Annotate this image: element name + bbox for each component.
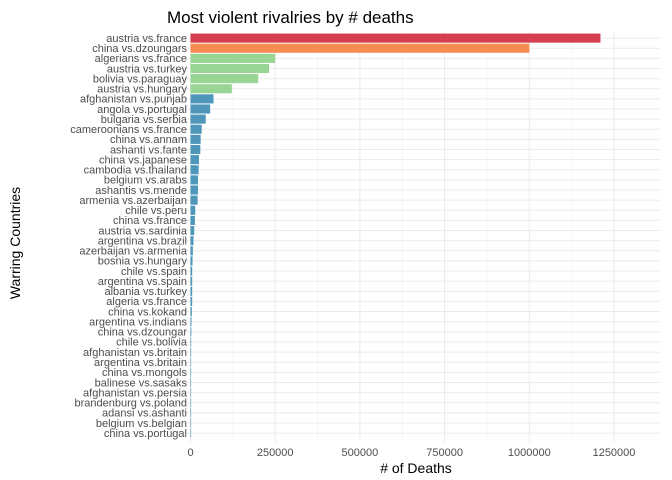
bar bbox=[190, 225, 195, 236]
y-tick-label: china vs.japanese bbox=[99, 154, 187, 166]
bar bbox=[190, 124, 202, 134]
y-tick-label: albania vs.turkey bbox=[104, 286, 187, 298]
y-tick-label: balinese vs.sasaks bbox=[95, 377, 188, 389]
y-tick-label: argentina vs.brazil bbox=[98, 235, 187, 247]
y-tick-label: azerbaijan vs.armenia bbox=[79, 246, 187, 258]
bar bbox=[190, 418, 192, 428]
bar bbox=[190, 236, 194, 246]
y-tick-label: china vs.france bbox=[113, 215, 187, 227]
bar bbox=[190, 94, 214, 104]
bar bbox=[190, 357, 192, 367]
x-tick-label: 1250000 bbox=[593, 447, 636, 459]
y-tick-label: belgium vs.arabs bbox=[104, 175, 188, 187]
y-tick-label: armenia vs.azerbaijan bbox=[79, 195, 187, 207]
bar bbox=[190, 327, 192, 337]
bar bbox=[190, 74, 259, 84]
y-tick-label: brandenburg vs.poland bbox=[74, 398, 187, 410]
y-tick-label: algeria vs.france bbox=[106, 296, 187, 308]
bar bbox=[190, 33, 601, 43]
x-tick-label: 1000000 bbox=[508, 447, 551, 459]
x-tick-label: 250000 bbox=[257, 447, 294, 459]
bar bbox=[190, 377, 192, 388]
bar bbox=[190, 215, 195, 225]
bar bbox=[190, 256, 193, 266]
bar bbox=[190, 408, 192, 418]
bar bbox=[190, 317, 192, 327]
y-tick-label: ashantis vs.mende bbox=[95, 185, 187, 197]
y-tick-label: china vs.kokand bbox=[108, 306, 187, 318]
x-axis-title: # of Deaths bbox=[380, 460, 452, 476]
y-tick-label: austria vs.turkey bbox=[107, 63, 188, 75]
y-tick-label: afghanistan vs.persia bbox=[83, 387, 188, 399]
y-tick-label: china vs.portugal bbox=[104, 428, 187, 440]
y-tick-label: cameroonians vs.france bbox=[70, 124, 187, 136]
bar bbox=[190, 246, 193, 256]
y-tick-label: algerians vs.france bbox=[95, 53, 187, 65]
bar bbox=[190, 63, 270, 74]
y-tick-label: bulgaria vs.serbia bbox=[101, 114, 188, 126]
y-tick-label: china vs.dzoungars bbox=[92, 43, 187, 55]
x-tick-label: 750000 bbox=[426, 447, 463, 459]
y-axis-title: Warring Countries bbox=[7, 187, 23, 299]
bar bbox=[190, 347, 192, 357]
bar bbox=[190, 114, 206, 124]
y-tick-label: bolivia vs.paraguay bbox=[93, 73, 188, 85]
bar bbox=[190, 398, 192, 408]
bar bbox=[190, 134, 201, 144]
y-tick-label: china vs.mongols bbox=[102, 367, 187, 379]
bar bbox=[190, 337, 192, 347]
y-tick-label: china vs.dzoungar bbox=[98, 327, 188, 339]
y-tick-label: chile vs.bolivia bbox=[116, 337, 188, 349]
y-tick-label: ashanti vs.fante bbox=[110, 144, 187, 156]
y-tick-label: china vs.annam bbox=[110, 134, 187, 146]
y-tick-label: cambodia vs.thailand bbox=[84, 165, 187, 177]
bar bbox=[190, 276, 193, 286]
y-tick-label: argentina vs.britain bbox=[94, 357, 187, 369]
y-tick-label: austria vs.hungary bbox=[97, 84, 187, 96]
bar bbox=[190, 84, 232, 94]
y-tick-label: angola vs.portugal bbox=[97, 104, 187, 116]
bar bbox=[190, 144, 201, 155]
y-tick-label: austria vs.sardinia bbox=[98, 225, 188, 237]
bar bbox=[190, 165, 199, 175]
y-tick-label: belgium vs.belgian bbox=[96, 418, 187, 430]
bar bbox=[190, 307, 192, 317]
x-tick-label: 500000 bbox=[342, 447, 379, 459]
chart-title: Most violent rivalries by # deaths bbox=[167, 8, 414, 27]
bar bbox=[190, 205, 196, 215]
bars-group bbox=[190, 33, 601, 438]
x-tick-labels: 0 250000 500000 750000 1000000 1250000 bbox=[187, 447, 635, 459]
y-tick-label: afghanistan vs.punjab bbox=[80, 94, 187, 106]
y-tick-label: chile vs.peru bbox=[125, 205, 187, 217]
gridlines bbox=[172, 32, 660, 442]
bar bbox=[190, 296, 193, 306]
bar bbox=[190, 53, 276, 63]
x-tick-label: 0 bbox=[187, 447, 193, 459]
y-tick-label: adansi vs.ashanti bbox=[102, 408, 187, 420]
bar bbox=[190, 104, 211, 114]
bar bbox=[190, 195, 198, 205]
y-tick-label: bosnia vs.hungary bbox=[98, 256, 188, 268]
bar bbox=[190, 185, 198, 195]
y-tick-label: afghanistan vs.britain bbox=[83, 347, 187, 359]
bar bbox=[190, 367, 192, 377]
bar bbox=[190, 266, 193, 276]
bar bbox=[190, 155, 199, 165]
bar bbox=[190, 286, 193, 296]
y-tick-label: argentina vs.spain bbox=[98, 276, 187, 288]
bar bbox=[190, 388, 192, 398]
bar bbox=[190, 43, 530, 53]
y-tick-label: austria vs.france bbox=[106, 33, 187, 45]
bar bbox=[190, 428, 192, 438]
y-tick-label: chile vs.spain bbox=[121, 266, 187, 278]
bar bbox=[190, 175, 198, 185]
y-tick-label: argentina vs.indians bbox=[89, 316, 187, 328]
